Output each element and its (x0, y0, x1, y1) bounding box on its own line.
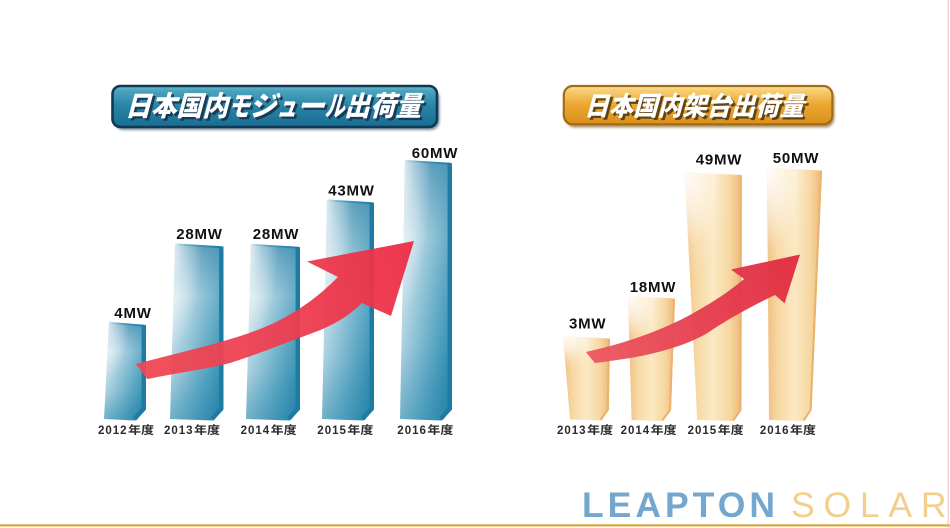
svg-text:2016: 2016 (397, 425, 427, 437)
svg-text:4MW: 4MW (114, 305, 151, 322)
svg-text:2012: 2012 (98, 425, 128, 437)
svg-text:18MW: 18MW (630, 279, 677, 296)
svg-text:SOLAR: SOLAR (791, 485, 950, 525)
svg-text:2014: 2014 (621, 425, 651, 437)
svg-text:60MW: 60MW (412, 145, 459, 162)
svg-text:28MW: 28MW (253, 226, 300, 243)
svg-text:2015: 2015 (688, 425, 718, 437)
svg-text:2014: 2014 (241, 425, 271, 437)
svg-text:2013: 2013 (164, 425, 194, 437)
svg-text:49MW: 49MW (696, 152, 743, 169)
svg-text:28MW: 28MW (176, 226, 223, 243)
svg-text:LEAPTON: LEAPTON (582, 485, 779, 525)
svg-text:2013: 2013 (557, 425, 587, 437)
svg-text:2016: 2016 (760, 425, 790, 437)
svg-text:2015: 2015 (317, 425, 347, 437)
svg-text:43MW: 43MW (328, 183, 375, 200)
svg-text:3MW: 3MW (569, 316, 606, 333)
svg-text:50MW: 50MW (773, 150, 820, 167)
